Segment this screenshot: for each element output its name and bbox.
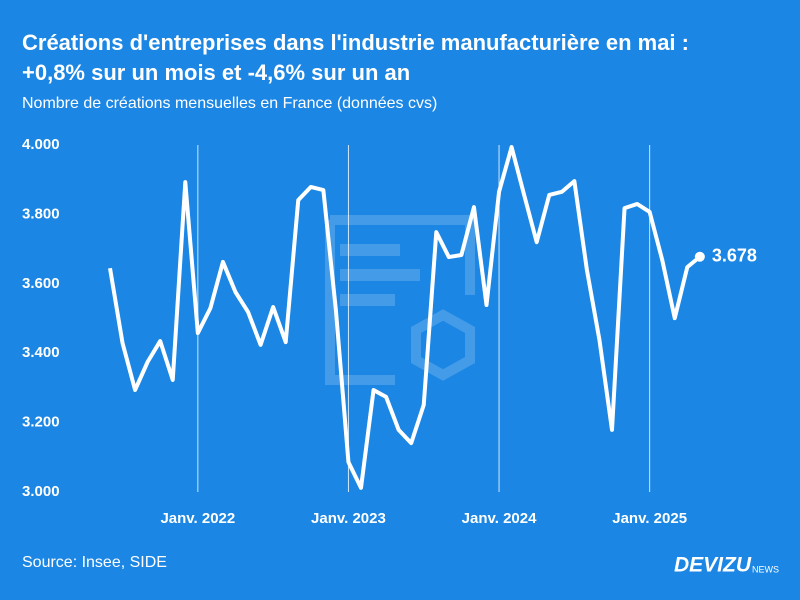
x-tick-label: Janv. 2025 [612,510,687,527]
y-tick-label: 3.600 [22,275,60,292]
y-tick-label: 3.200 [22,414,60,431]
x-tick-label: Janv. 2023 [311,510,386,527]
chart-title: Créations d'entreprises dans l'industrie… [22,30,689,55]
logo: DEVIZU [674,554,752,577]
chart-subtitle: Nombre de créations mensuelles en France… [22,95,437,112]
value-label: 3.678 [712,245,757,265]
logo-suffix: NEWS [752,564,779,574]
y-tick-label: 3.000 [22,483,60,500]
y-tick-label: 3.800 [22,205,60,222]
x-tick-label: Janv. 2024 [462,510,537,527]
y-tick-label: 4.000 [22,136,60,153]
watermark [325,215,475,385]
y-tick-label: 3.400 [22,344,60,361]
x-tick-label: Janv. 2022 [160,510,235,527]
line [108,145,702,490]
end-point [694,251,705,262]
source: Source: Insee, SIDE [22,554,167,571]
chart-title: +0,8% sur un mois et -4,6% sur un an [22,60,410,85]
